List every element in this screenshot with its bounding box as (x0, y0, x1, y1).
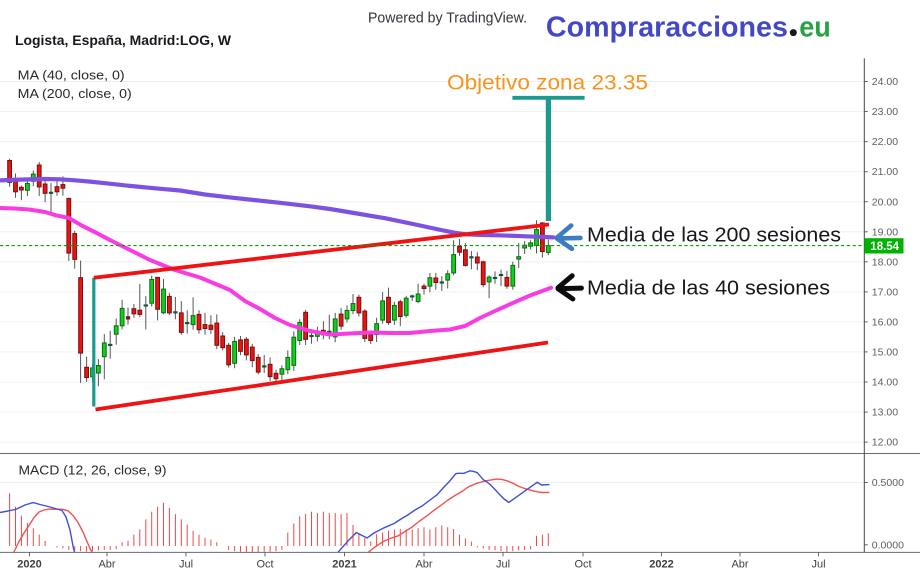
svg-text:Oct: Oct (256, 559, 273, 571)
svg-text:Media de las 200 sesiones: Media de las 200 sesiones (587, 225, 841, 247)
svg-text:24.00: 24.00 (872, 76, 898, 88)
svg-text:Abr: Abr (731, 559, 748, 571)
svg-text:0.0000: 0.0000 (872, 539, 904, 551)
svg-text:Abr: Abr (415, 559, 432, 571)
svg-text:19.00: 19.00 (872, 226, 898, 238)
svg-text:15.00: 15.00 (872, 347, 898, 359)
svg-text:2020: 2020 (17, 559, 41, 571)
svg-text:Jul: Jul (811, 559, 825, 571)
svg-text:2021: 2021 (332, 559, 356, 571)
svg-text:Oct: Oct (574, 559, 591, 571)
svg-text:Abr: Abr (98, 559, 115, 571)
svg-text:Powered by TradingView.: Powered by TradingView. (368, 10, 527, 27)
svg-text:20.00: 20.00 (872, 196, 898, 208)
svg-text:13.00: 13.00 (872, 407, 898, 419)
svg-text:Objetivo zona 23.35: Objetivo zona 23.35 (447, 72, 648, 95)
svg-text:eu: eu (799, 11, 831, 43)
svg-text:18.54: 18.54 (870, 241, 899, 253)
svg-text:2022: 2022 (649, 559, 673, 571)
svg-text:12.00: 12.00 (872, 437, 898, 449)
svg-text:21.00: 21.00 (872, 166, 898, 178)
svg-text:17.00: 17.00 (872, 287, 898, 299)
svg-text:MA (40, close, 0): MA (40, close, 0) (18, 67, 125, 82)
svg-text:Logista, España, Madrid:LOG, W: Logista, España, Madrid:LOG, W (15, 33, 231, 48)
svg-text:0.5000: 0.5000 (872, 477, 904, 489)
svg-text:Jul: Jul (496, 559, 510, 571)
svg-text:14.00: 14.00 (872, 377, 898, 389)
svg-text:18.00: 18.00 (872, 256, 898, 268)
svg-text:MA (200, close, 0): MA (200, close, 0) (18, 86, 132, 101)
svg-text:Jul: Jul (179, 559, 193, 571)
svg-text:22.00: 22.00 (872, 136, 898, 148)
svg-text:Compraracciones: Compraracciones (546, 11, 788, 43)
svg-text:MACD (12, 26, close, 9): MACD (12, 26, close, 9) (19, 463, 167, 478)
svg-text:23.00: 23.00 (872, 106, 898, 118)
svg-text:Media de las 40 sesiones: Media de las 40 sesiones (587, 277, 830, 299)
svg-text:16.00: 16.00 (872, 317, 898, 329)
